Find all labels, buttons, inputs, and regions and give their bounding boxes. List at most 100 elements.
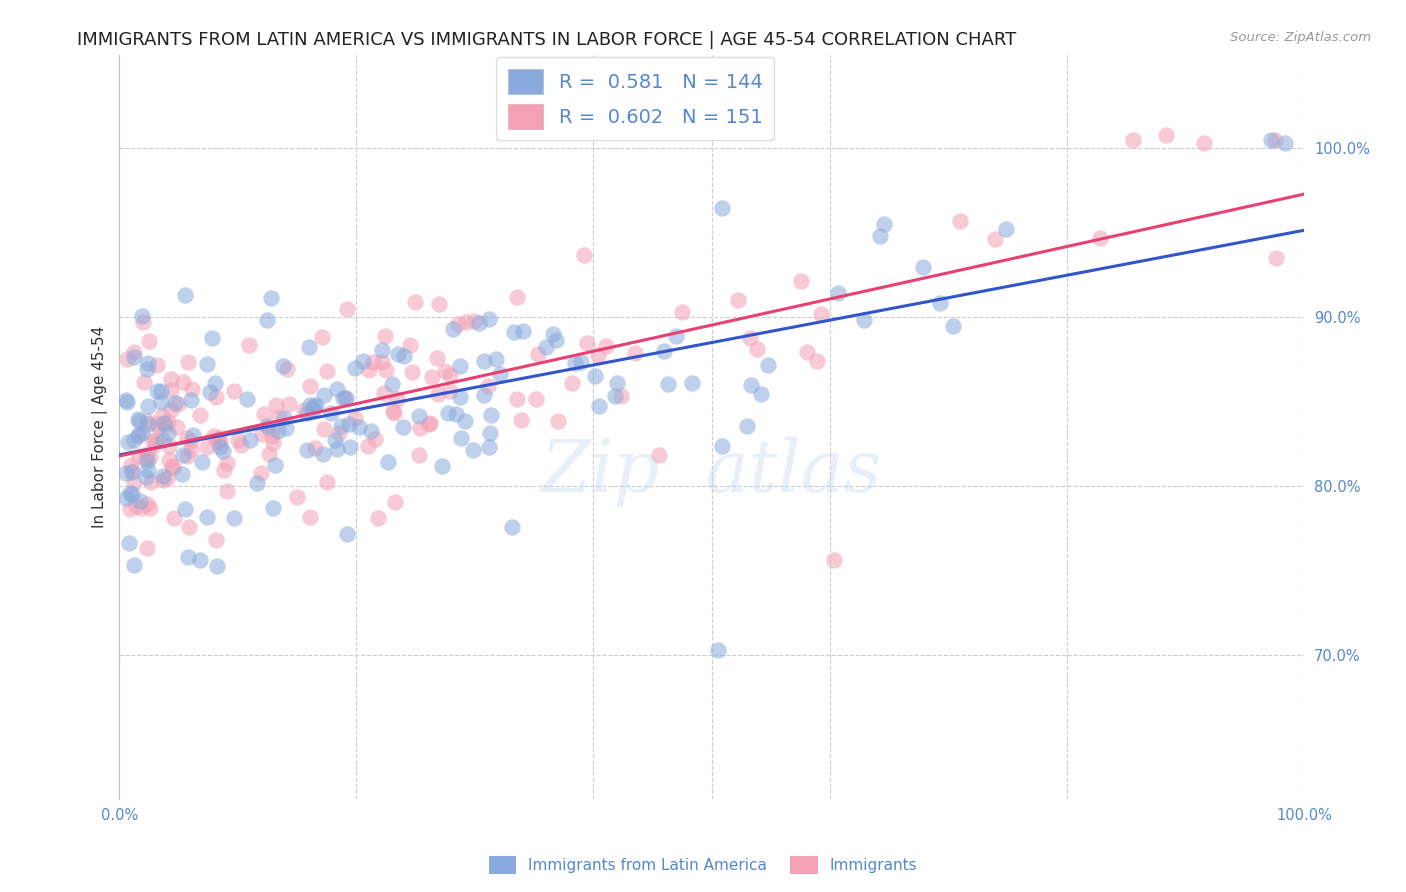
Point [131, 426, 153, 441]
Point [229, 438, 252, 452]
Point [418, 417, 440, 432]
Point [652, 343, 675, 358]
Point [129, 494, 152, 508]
Point [145, 358, 167, 372]
Point [623, 345, 645, 359]
Point [332, 392, 354, 406]
Point [485, 351, 508, 366]
Point [385, 392, 408, 407]
Point [371, 355, 394, 369]
Point [949, 213, 972, 227]
Point [409, 421, 432, 435]
Point [374, 329, 396, 343]
Point [387, 347, 409, 361]
Point [430, 458, 453, 473]
Point [115, 491, 138, 505]
Point [325, 433, 347, 447]
Point [201, 330, 224, 344]
Point [942, 318, 965, 333]
Point [150, 409, 173, 424]
Point [1274, 136, 1296, 150]
Point [426, 351, 449, 366]
Point [122, 558, 145, 573]
Point [195, 357, 218, 371]
Point [392, 349, 415, 363]
Point [449, 390, 471, 404]
Point [253, 407, 276, 421]
Point [121, 486, 143, 500]
Point [1154, 128, 1177, 142]
Point [441, 321, 464, 335]
Point [135, 470, 157, 484]
Point [121, 464, 143, 478]
Point [180, 443, 202, 458]
Point [392, 419, 415, 434]
Point [588, 348, 610, 362]
Point [250, 466, 273, 480]
Text: IMMIGRANTS FROM LATIN AMERICA VS IMMIGRANTS IN LABOR FORCE | AGE 45-54 CORRELATI: IMMIGRANTS FROM LATIN AMERICA VS IMMIGRA… [77, 31, 1017, 49]
Point [160, 458, 183, 473]
Point [648, 449, 671, 463]
Point [336, 302, 359, 317]
Point [262, 436, 284, 450]
Point [153, 417, 176, 431]
Point [170, 467, 193, 482]
Point [155, 417, 177, 432]
Point [136, 361, 159, 376]
Point [174, 288, 197, 302]
Point [150, 384, 173, 398]
Point [118, 486, 141, 500]
Point [180, 434, 202, 449]
Point [155, 471, 177, 485]
Point [267, 424, 290, 438]
Point [360, 425, 382, 439]
Point [343, 361, 366, 376]
Point [305, 398, 328, 412]
Point [326, 382, 349, 396]
Point [339, 440, 361, 454]
Point [256, 418, 278, 433]
Point [401, 366, 423, 380]
Point [422, 369, 444, 384]
Point [285, 490, 308, 504]
Point [138, 400, 160, 414]
Point [160, 371, 183, 385]
Point [295, 406, 318, 420]
Point [152, 474, 174, 488]
Point [853, 313, 876, 327]
Point [373, 386, 395, 401]
Y-axis label: In Labor Force | Age 45-54: In Labor Force | Age 45-54 [93, 326, 108, 528]
Point [543, 327, 565, 342]
Point [335, 391, 357, 405]
Point [122, 350, 145, 364]
Point [524, 392, 547, 407]
Point [561, 376, 583, 390]
Point [747, 343, 769, 357]
Point [118, 501, 141, 516]
Point [264, 398, 287, 412]
Point [450, 431, 472, 445]
Point [222, 384, 245, 398]
Point [823, 553, 845, 567]
Point [479, 426, 502, 441]
Point [131, 309, 153, 323]
Point [176, 431, 198, 445]
Point [339, 417, 361, 432]
Point [122, 476, 145, 491]
Point [298, 379, 321, 393]
Point [468, 316, 491, 330]
Point [610, 389, 633, 403]
Point [547, 414, 569, 428]
Legend: R =  0.581   N = 144, R =  0.602   N = 151: R = 0.581 N = 144, R = 0.602 N = 151 [496, 57, 775, 140]
Point [1264, 133, 1286, 147]
Point [188, 408, 211, 422]
Point [336, 527, 359, 541]
Point [135, 541, 157, 555]
Point [135, 450, 157, 465]
Point [204, 390, 226, 404]
Point [1264, 251, 1286, 265]
Point [131, 501, 153, 516]
Point [447, 317, 470, 331]
Point [138, 356, 160, 370]
Point [356, 439, 378, 453]
